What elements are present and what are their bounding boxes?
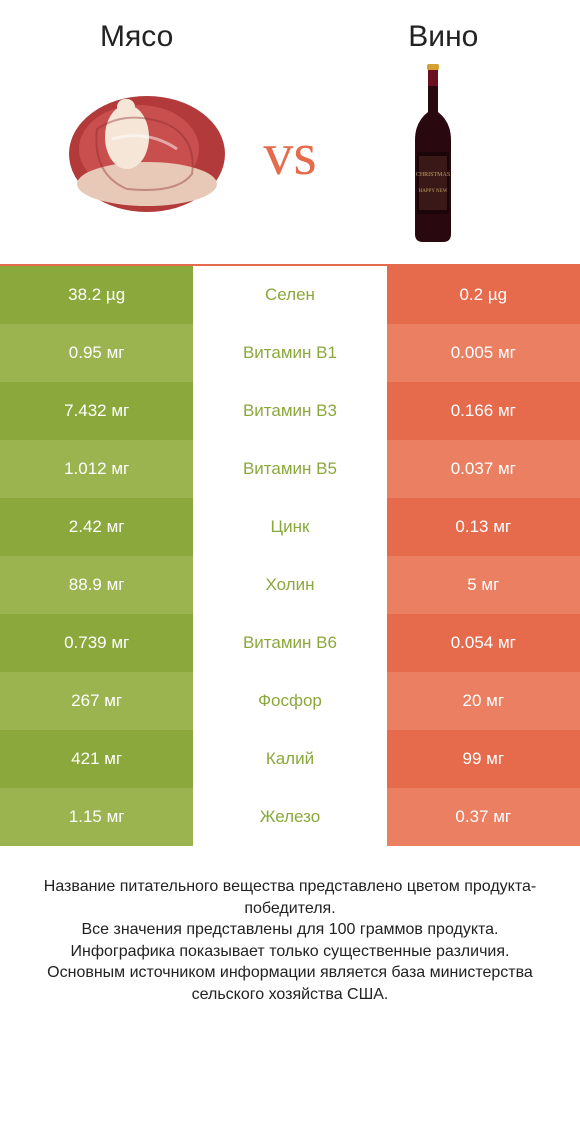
left-value: 2.42 мг <box>0 498 193 556</box>
left-value: 0.739 мг <box>0 614 193 672</box>
right-value: 0.166 мг <box>387 382 580 440</box>
right-value: 0.054 мг <box>387 614 580 672</box>
left-value: 1.15 мг <box>0 788 193 846</box>
footer-line: Все значения представлены для 100 граммо… <box>20 919 560 941</box>
right-value: 0.037 мг <box>387 440 580 498</box>
comparison-infographic: Мясо Вино vs CHRISTMAS <box>0 0 580 1144</box>
wine-image: CHRISTMAS HAPPY NEW <box>327 64 540 244</box>
nutrient-label: Железо <box>193 788 386 846</box>
table-row: 88.9 мгХолин5 мг <box>0 556 580 614</box>
nutrient-label: Витамин B6 <box>193 614 386 672</box>
comparison-table: 38.2 µgСелен0.2 µg0.95 мгВитамин B10.005… <box>0 264 580 846</box>
header: Мясо Вино <box>0 0 580 64</box>
left-value: 88.9 мг <box>0 556 193 614</box>
right-value: 0.2 µg <box>387 266 580 324</box>
left-value: 7.432 мг <box>0 382 193 440</box>
table-row: 38.2 µgСелен0.2 µg <box>0 266 580 324</box>
table-row: 1.012 мгВитамин B50.037 мг <box>0 440 580 498</box>
right-value: 0.005 мг <box>387 324 580 382</box>
table-row: 0.95 мгВитамин B10.005 мг <box>0 324 580 382</box>
meat-image <box>40 64 253 244</box>
right-value: 20 мг <box>387 672 580 730</box>
left-value: 421 мг <box>0 730 193 788</box>
left-value: 38.2 µg <box>0 266 193 324</box>
table-row: 267 мгФосфор20 мг <box>0 672 580 730</box>
vs-label: vs <box>253 120 326 189</box>
right-value: 99 мг <box>387 730 580 788</box>
footer-line: Инфографика показывает только существенн… <box>20 941 560 963</box>
footer-line: Основным источником информации является … <box>20 962 560 1005</box>
nutrient-label: Фосфор <box>193 672 386 730</box>
left-product-title: Мясо <box>60 20 213 54</box>
table-row: 2.42 мгЦинк0.13 мг <box>0 498 580 556</box>
table-row: 0.739 мгВитамин B60.054 мг <box>0 614 580 672</box>
right-value: 5 мг <box>387 556 580 614</box>
left-value: 0.95 мг <box>0 324 193 382</box>
meat-icon <box>57 79 237 229</box>
right-value: 0.13 мг <box>387 498 580 556</box>
nutrient-label: Витамин B1 <box>193 324 386 382</box>
table-row: 421 мгКалий99 мг <box>0 730 580 788</box>
nutrient-label: Селен <box>193 266 386 324</box>
table-row: 7.432 мгВитамин B30.166 мг <box>0 382 580 440</box>
images-row: vs CHRISTMAS HAPPY NEW <box>0 64 580 264</box>
right-product-title: Вино <box>367 20 520 54</box>
footer-notes: Название питательного вещества представл… <box>0 846 580 1016</box>
table-row: 1.15 мгЖелезо0.37 мг <box>0 788 580 846</box>
svg-text:HAPPY NEW: HAPPY NEW <box>419 189 448 194</box>
nutrient-label: Холин <box>193 556 386 614</box>
svg-text:CHRISTMAS: CHRISTMAS <box>416 172 450 178</box>
wine-bottle-icon: CHRISTMAS HAPPY NEW <box>403 64 463 244</box>
nutrient-label: Витамин B3 <box>193 382 386 440</box>
nutrient-label: Цинк <box>193 498 386 556</box>
nutrient-label: Витамин B5 <box>193 440 386 498</box>
footer-line: Название питательного вещества представл… <box>20 876 560 919</box>
right-value: 0.37 мг <box>387 788 580 846</box>
left-value: 267 мг <box>0 672 193 730</box>
left-value: 1.012 мг <box>0 440 193 498</box>
nutrient-label: Калий <box>193 730 386 788</box>
